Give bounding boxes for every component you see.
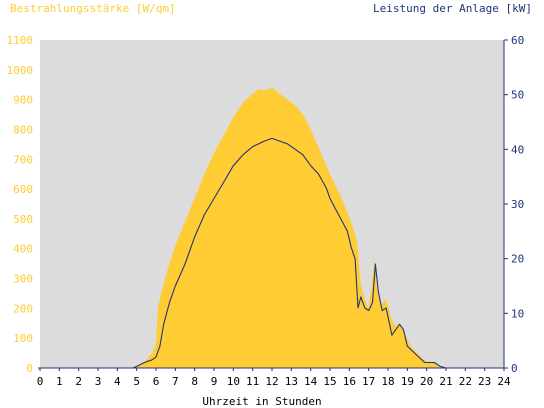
x-tick-label: 24: [497, 375, 511, 388]
x-tick-label: 17: [362, 375, 375, 388]
x-tick-label: 22: [459, 375, 472, 388]
x-tick-label: 16: [343, 375, 356, 388]
irradiance-area: [40, 87, 504, 368]
x-axis-title: Uhrzeit in Stunden: [202, 395, 321, 408]
x-tick-label: 6: [153, 375, 160, 388]
x-tick-label: 3: [95, 375, 102, 388]
left-tick-label: 700: [13, 153, 33, 166]
x-tick-label: 21: [439, 375, 452, 388]
x-tick-label: 19: [401, 375, 414, 388]
x-tick-label: 8: [191, 375, 198, 388]
left-tick-label: 0: [26, 362, 33, 375]
left-tick-label: 900: [13, 94, 33, 107]
left-tick-label: 400: [13, 243, 33, 256]
left-tick-label: 600: [13, 183, 33, 196]
x-tick-label: 20: [420, 375, 433, 388]
x-tick-label: 15: [323, 375, 336, 388]
left-tick-label: 300: [13, 273, 33, 286]
x-tick-label: 2: [75, 375, 82, 388]
left-tick-label: 1100: [7, 34, 34, 47]
right-tick-label: 0: [511, 362, 518, 375]
x-tick-label: 7: [172, 375, 179, 388]
x-tick-label: 1: [56, 375, 63, 388]
x-tick-label: 23: [478, 375, 491, 388]
left-axis: 0 100 200 300 400 500 600 700 800 900 1000 1100: [7, 34, 34, 375]
right-axis-title: Leistung der Anlage [kW]: [373, 2, 532, 15]
left-axis-title: Bestrahlungsstärke [W/qm]: [10, 2, 176, 15]
right-tick-label: 40: [511, 143, 524, 156]
right-axis: 0 10 20 30 40 50 60: [504, 34, 524, 375]
x-tick-label: 9: [211, 375, 218, 388]
right-tick-label: 10: [511, 307, 524, 320]
left-tick-label: 200: [13, 302, 33, 315]
x-tick-label: 18: [381, 375, 394, 388]
x-tick-label: 11: [246, 375, 259, 388]
left-tick-label: 500: [13, 213, 33, 226]
right-tick-label: 30: [511, 198, 524, 211]
x-tick-label: 5: [133, 375, 140, 388]
left-tick-label: 800: [13, 124, 33, 137]
power-line: [40, 137, 504, 369]
x-tick-label: 13: [285, 375, 298, 388]
left-tick-label: 1000: [7, 64, 34, 77]
x-tick-label: 10: [227, 375, 240, 388]
right-tick-label: 60: [511, 34, 524, 47]
x-tick-label: 14: [304, 375, 318, 388]
x-axis: 0 1 2 3 4 5 6 7 8 9 10 11 12 13 14 15 16 17 18 19 20 21 22 23 24: [37, 368, 511, 388]
x-tick-label: 4: [114, 375, 121, 388]
x-tick-label: 12: [265, 375, 278, 388]
left-tick-label: 100: [13, 332, 33, 345]
right-tick-label: 20: [511, 253, 524, 266]
right-tick-label: 50: [511, 89, 524, 102]
x-tick-label: 0: [37, 375, 44, 388]
